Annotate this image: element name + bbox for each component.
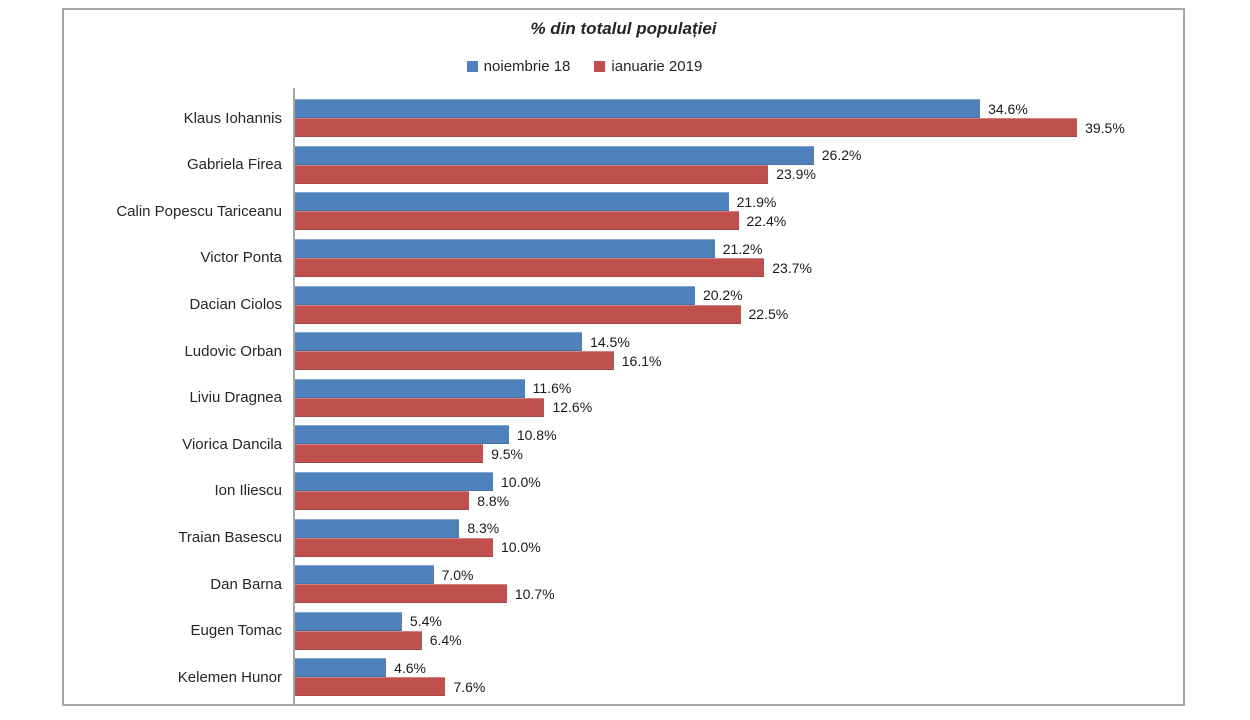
bar-noiembrie-18: [295, 145, 814, 165]
value-label: 8.3%: [467, 520, 500, 537]
value-label: 6.4%: [429, 632, 462, 649]
value-label: 14.5%: [590, 333, 630, 350]
value-label: 22.5%: [748, 306, 789, 323]
legend-item-ianuarie-2019: ianuarie 2019: [594, 58, 702, 75]
category-label: Kelemen Hunor: [177, 668, 282, 686]
chart-row-klaus-iohannis: Klaus Iohannis 34.6% 39.5%: [64, 95, 1183, 142]
chart-legend: noiembrie 18 ianuarie 2019: [25, 57, 1144, 75]
bar-ianuarie-2019: [295, 444, 484, 464]
value-label: 39.5%: [1085, 119, 1125, 136]
y-axis-line: [293, 88, 295, 704]
chart-row-liviu-dragnea: Liviu Dragnea 11.6% 12.6%: [64, 375, 1183, 422]
legend-swatch-icon: [466, 60, 478, 72]
chart-row-viorica-dancila: Viorica Dancila 10.8% 9.5%: [64, 421, 1183, 468]
chart-row-ion-iliescu: Ion Iliescu 10.0% 8.8%: [64, 468, 1183, 515]
value-label: 23.7%: [772, 259, 812, 276]
chart-frame: % din totalul populației noiembrie 18 ian…: [62, 8, 1185, 706]
value-label: 8.8%: [477, 492, 510, 509]
bar-ianuarie-2019: [295, 491, 470, 511]
bar-ianuarie-2019: [295, 630, 422, 650]
legend-swatch-icon: [594, 60, 606, 72]
category-label: Liviu Dragnea: [189, 389, 282, 407]
bar-noiembrie-18: [295, 332, 583, 352]
value-label: 34.6%: [988, 100, 1028, 117]
value-label: 9.5%: [491, 445, 524, 462]
value-label: 22.4%: [746, 212, 787, 229]
chart-row-gabriela-firea: Gabriela Firea 26.2% 23.9%: [64, 142, 1183, 189]
value-label: 23.9%: [776, 166, 816, 183]
bar-ianuarie-2019: [295, 304, 741, 324]
value-label: 10.0%: [501, 539, 541, 556]
value-label: 10.8%: [516, 426, 557, 443]
bar-ianuarie-2019: [295, 211, 739, 231]
category-label: Eugen Tomac: [190, 622, 282, 640]
bar-noiembrie-18: [295, 192, 729, 212]
chart-row-dacian-ciolos: Dacian Ciolos 20.2% 22.5%: [64, 281, 1183, 328]
bar-ianuarie-2019: [295, 677, 446, 697]
category-label: Dan Barna: [210, 575, 282, 593]
category-label: Viorica Dancila: [182, 435, 282, 453]
value-label: 7.6%: [453, 678, 486, 695]
bar-noiembrie-18: [295, 565, 434, 585]
value-label: 21.2%: [722, 240, 763, 257]
chart-row-traian-basescu: Traian Basescu 8.3% 10.0%: [64, 514, 1183, 561]
category-label: Victor Ponta: [200, 249, 282, 267]
value-label: 26.2%: [821, 147, 862, 164]
bar-noiembrie-18: [295, 99, 981, 119]
chart-row-calin-popescu-tariceanu: Calin Popescu Tariceanu 21.9% 22.4%: [64, 188, 1183, 235]
bar-ianuarie-2019: [295, 537, 493, 557]
category-label: Ludovic Orban: [184, 342, 282, 360]
bar-ianuarie-2019: [295, 164, 769, 184]
bar-ianuarie-2019: [295, 118, 1078, 138]
chart-title: % din totalul populației: [530, 19, 717, 38]
legend-item-noiembrie-18: noiembrie 18: [466, 57, 571, 75]
bar-noiembrie-18: [295, 425, 509, 445]
bar-noiembrie-18: [295, 285, 695, 305]
value-label: 21.9%: [736, 193, 777, 210]
category-label: Calin Popescu Tariceanu: [116, 202, 282, 220]
chart-row-kelemen-hunor: Kelemen Hunor 4.6% 7.6%: [64, 654, 1183, 701]
value-label: 10.0%: [501, 473, 541, 490]
chart-row-ludovic-orban: Ludovic Orban 14.5% 16.1%: [64, 328, 1183, 375]
bar-ianuarie-2019: [295, 584, 507, 604]
value-label: 11.6%: [532, 380, 572, 397]
bar-noiembrie-18: [295, 611, 402, 631]
legend-label: ianuarie 2019: [611, 57, 703, 75]
category-label: Traian Basescu: [178, 528, 282, 546]
plot-area: Klaus Iohannis 34.6% 39.5% Gabriela Firea 26…: [64, 88, 1183, 704]
chart-row-dan-barna: Dan Barna 7.0% 10.7%: [64, 561, 1183, 608]
category-label: Klaus Iohannis: [183, 109, 282, 127]
value-label: 7.0%: [441, 566, 474, 583]
value-label: 16.1%: [621, 352, 662, 369]
bar-ianuarie-2019: [295, 351, 614, 371]
bar-ianuarie-2019: [295, 397, 545, 417]
chart-row-eugen-tomac: Eugen Tomac 5.4% 6.4%: [64, 608, 1183, 655]
category-label: Dacian Ciolos: [189, 295, 282, 313]
value-label: 5.4%: [409, 613, 442, 630]
value-label: 4.6%: [394, 659, 426, 676]
value-label: 20.2%: [702, 287, 743, 304]
bar-noiembrie-18: [295, 472, 493, 492]
category-label: Gabriela Firea: [186, 156, 282, 174]
value-label: 12.6%: [552, 399, 593, 416]
legend-label: noiembrie 18: [483, 57, 571, 75]
bar-noiembrie-18: [295, 378, 525, 398]
value-label: 10.7%: [514, 585, 555, 602]
category-label: Ion Iliescu: [214, 482, 282, 500]
bar-noiembrie-18: [295, 518, 460, 538]
bar-noiembrie-18: [295, 658, 387, 678]
bar-ianuarie-2019: [295, 258, 765, 278]
bar-noiembrie-18: [295, 239, 715, 259]
chart-row-victor-ponta: Victor Ponta 21.2% 23.7%: [64, 235, 1183, 282]
